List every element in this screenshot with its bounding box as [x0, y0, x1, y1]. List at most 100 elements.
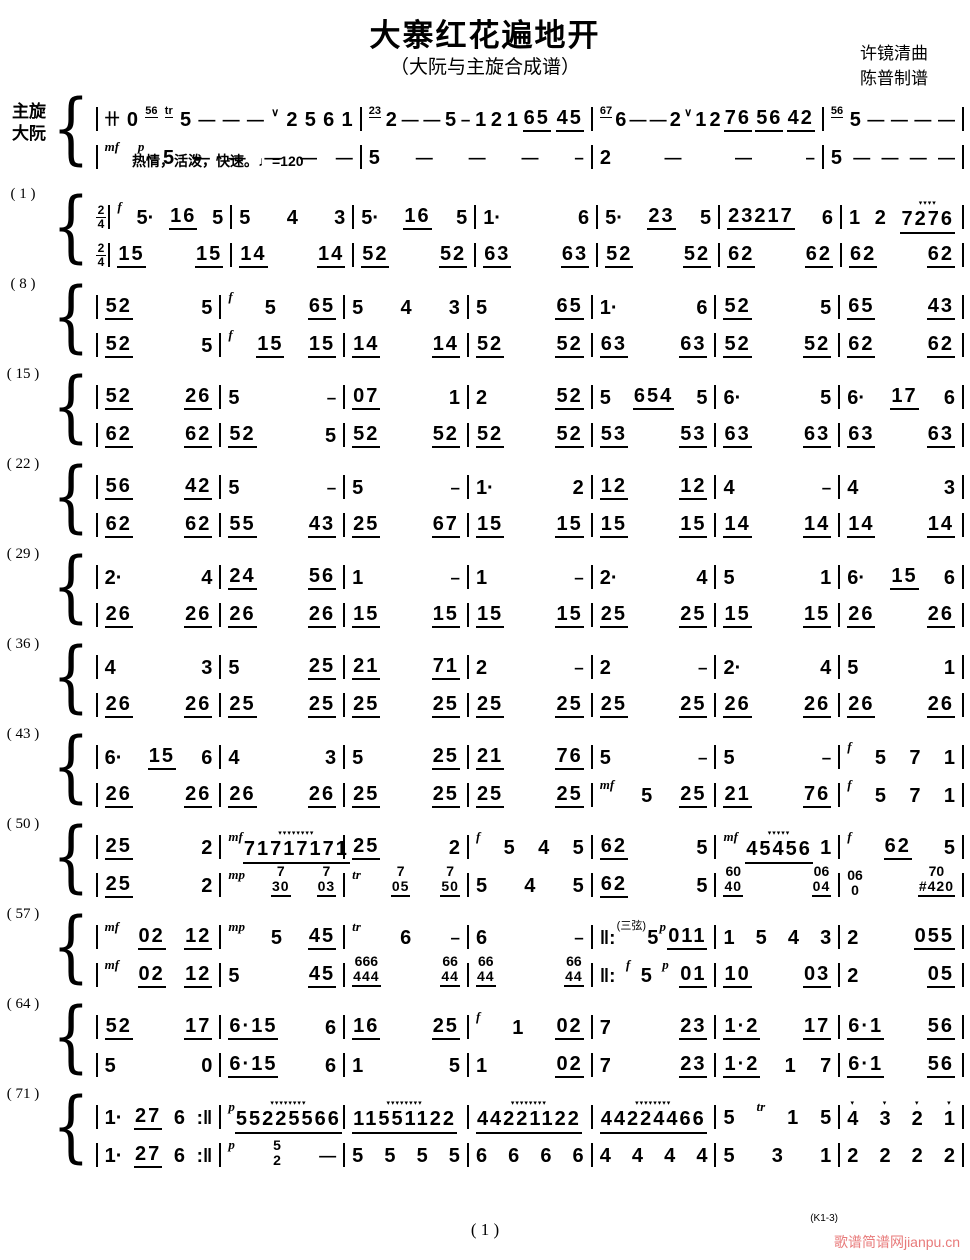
barline	[352, 243, 355, 267]
note-group: 5	[830, 147, 843, 169]
barline	[466, 835, 469, 859]
note-group: 63	[926, 424, 955, 448]
note-group: 1	[341, 109, 353, 131]
measure: 5 tr 1 5	[716, 1099, 838, 1130]
barline	[95, 745, 98, 769]
note-group: 52	[431, 424, 460, 448]
brace-icon: {	[52, 362, 90, 452]
barline	[590, 783, 593, 807]
barline	[821, 145, 824, 169]
barline	[466, 745, 469, 769]
dynamic-mark: f	[625, 957, 631, 972]
brace-icon: {	[52, 812, 90, 902]
note-group: 654	[632, 386, 675, 410]
note-group: 1	[695, 109, 707, 131]
note-group: 1·	[599, 297, 618, 319]
note-group: 26	[847, 694, 876, 718]
note-group: 5	[640, 965, 652, 987]
music-line-daruan: 1· 27 6:‖ p 5 2—5 5 5 5 6 6 6 6 4 4 4 4 5 3 1 2 2 2 2	[95, 1137, 964, 1168]
barline	[95, 145, 98, 169]
barline	[962, 783, 964, 807]
barline	[343, 783, 346, 807]
note-group: 1·	[104, 1145, 123, 1167]
measure: 52 52	[469, 334, 591, 358]
dynamic-mark: f	[475, 829, 481, 844]
note-group: 5	[228, 387, 240, 409]
music-line-melody: 6· 15 6 4 3 5 25 21 76 5–5– f 5 7 1	[95, 739, 964, 770]
note-group: 5	[696, 387, 708, 409]
note-group: 15	[802, 604, 832, 628]
note-group: 45	[555, 108, 584, 132]
note-group: 15	[256, 334, 285, 358]
note-group: 4	[524, 875, 536, 897]
repeat-sign: :‖	[196, 1108, 213, 1129]
note-group: 44221122	[475, 1108, 582, 1134]
duration-dash: —	[909, 148, 927, 167]
measure: 15 15	[110, 244, 230, 268]
systems: {卄 0 56 tr 5— — — ∨ 2 5 6 1 23 2— —5–1 2 1 65 45 67 6— —2 ∨ 1 2 7…	[0, 88, 964, 1176]
measure: 5 4 5	[469, 876, 591, 898]
note-group: 5·	[361, 207, 380, 229]
note-group: 25	[431, 1016, 460, 1040]
note-group: 11551122	[352, 1108, 457, 1134]
brace-icon: {	[52, 722, 90, 812]
note-group: 52	[361, 244, 390, 268]
measure: 1· 6	[476, 208, 596, 230]
note-group: 6	[475, 927, 488, 949]
note-group: 12	[599, 476, 628, 500]
note-group: 4	[787, 927, 799, 949]
note-group: 2·	[723, 657, 742, 679]
note-group: 2	[874, 207, 886, 229]
barline	[962, 295, 964, 319]
note-group: 62	[599, 874, 628, 898]
measure: 1 2 ▾▾▾▾ 7276	[842, 200, 962, 234]
note-group: 6	[572, 1145, 584, 1167]
barline	[219, 783, 222, 807]
system-row: ( 71 ){1· 27 6:‖ p ▾▾▾▾▾▾▾▾ 55225566 ▾▾▾▾▾▾▾▾ 1…	[0, 1086, 964, 1168]
measure: 23 2— —5–1 2 1 65 45	[362, 105, 591, 132]
measure: 5 25	[221, 656, 343, 680]
duration-dash: –	[450, 478, 460, 497]
note-group: 4	[696, 1145, 708, 1167]
accent-marks: ▾▾▾▾	[918, 200, 937, 207]
stack-bottom: #420	[917, 879, 955, 897]
barline	[714, 333, 717, 357]
barline	[466, 1015, 469, 1039]
accent-marks: ▾▾▾▾▾▾▾▾	[270, 1100, 307, 1107]
measure: mf 02 12	[98, 957, 220, 988]
stack-bottom: 04	[811, 879, 832, 897]
note-group: 45	[307, 964, 337, 988]
note-group: 4	[201, 567, 213, 589]
barline	[95, 783, 98, 807]
measure: 1· 2	[469, 478, 591, 500]
measure: 06 0 70 #420	[840, 864, 962, 898]
note-group: 5	[475, 297, 488, 319]
measure: 63 63	[716, 424, 838, 448]
accent-marks: ▾	[947, 1100, 952, 1107]
note-group: 1	[820, 837, 832, 859]
measure: 14 14	[716, 514, 838, 538]
note-group: 15	[117, 244, 146, 268]
note-group: 26	[104, 604, 133, 628]
stack-top: 06	[847, 867, 863, 883]
measure: 26 26	[840, 694, 962, 718]
measure: 15 15	[469, 514, 591, 538]
brace-icon: {	[52, 632, 90, 722]
system-lines: 52 5 f 5 65 5 4 3 5 65 1· 6 52 5 65 43 52 5 f 15 15 14 14 52 52 6…	[95, 276, 964, 358]
barline	[466, 693, 469, 717]
measure: 25 25	[345, 694, 467, 718]
note-group: 6	[540, 1145, 552, 1167]
measure: 14 14	[345, 334, 467, 358]
system-label	[0, 88, 46, 170]
barline	[962, 603, 964, 627]
note-group: 1	[448, 387, 460, 409]
barline	[219, 1105, 222, 1129]
measure: 26 26	[98, 604, 220, 628]
repeat-sign: :‖	[196, 1146, 213, 1167]
barline	[962, 1105, 964, 1129]
measure: 5–	[221, 388, 343, 410]
repeat-sign: ‖:	[599, 928, 616, 949]
brace-icon: {	[52, 902, 90, 992]
